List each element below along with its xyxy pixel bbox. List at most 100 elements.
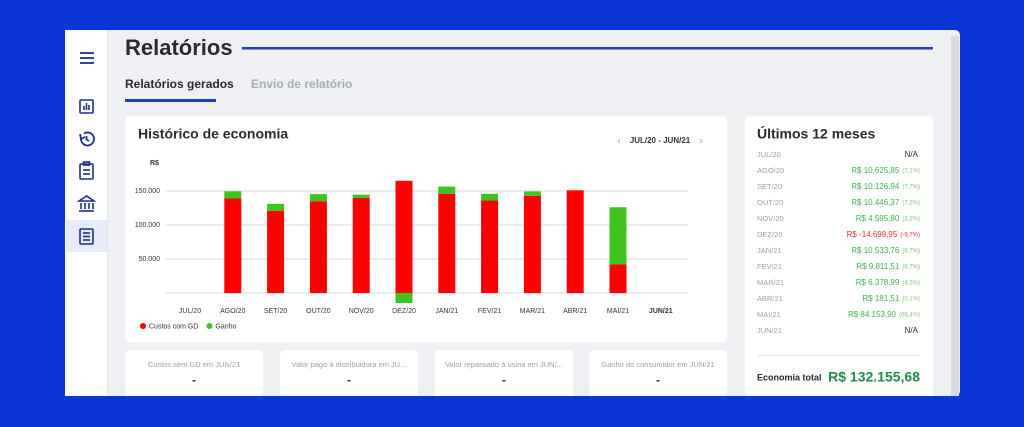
bar (309, 201, 327, 294)
stat-value: - (502, 373, 506, 387)
chart: 50.000 100.000 150.000 JUL/20 AGO/20 SET/20 OU… (135, 180, 687, 330)
bar (481, 200, 499, 294)
percent-label: (66,4%) (899, 313, 920, 319)
month-label: ABR/21 (757, 294, 783, 303)
x-tick-label: JUL/20 (179, 308, 201, 315)
bar (267, 210, 285, 294)
value-label: R$ -14.698,95 (847, 230, 898, 239)
percent-label: (7,7%) (902, 185, 920, 191)
value-label: N/A (905, 150, 919, 159)
bar (523, 191, 541, 196)
x-tick-label: SET/20 (264, 308, 287, 315)
period: JUL/20 - JUN/21 (630, 136, 691, 145)
stat-value: - (192, 373, 196, 387)
next-arrow[interactable]: › (699, 136, 702, 147)
stat-card (125, 350, 263, 410)
bar (523, 195, 541, 294)
page-title: Relatórios (125, 35, 233, 60)
bar (566, 190, 584, 294)
document-icon[interactable] (79, 228, 94, 245)
value-label: R$ 10.625,85 (851, 166, 900, 175)
x-tick-label: JUN/21 (649, 308, 673, 315)
stat-card (589, 350, 727, 410)
sidebar-border (107, 30, 108, 396)
x-tick-label: AGO/20 (220, 308, 245, 315)
month-label: MAR/21 (757, 278, 784, 287)
value-label: R$ 6.378,99 (856, 278, 900, 287)
value-label: R$ 181,51 (862, 294, 899, 303)
month-label: OUT/20 (757, 198, 783, 207)
y-unit: R$ (150, 160, 159, 167)
month-label: FEV/21 (757, 262, 782, 271)
stat-label: Custos sem GD em JUN/21 (148, 360, 241, 369)
stat-label: Valor repassado à usina em JUN/... (445, 360, 563, 369)
bar (609, 264, 627, 294)
stat-label: Ganho do consumidor em JUN/21 (601, 360, 714, 369)
month-label: AGO/20 (757, 166, 784, 175)
percent-label: (-9,7%) (900, 233, 920, 239)
bank-icon[interactable] (76, 195, 97, 212)
value-label: R$ 84.153,90 (848, 310, 897, 319)
legend-swatch (206, 323, 213, 329)
title-rule (242, 47, 933, 50)
tab[interactable]: Relatórios gerados (125, 77, 234, 91)
legend-swatch (140, 323, 146, 329)
value-label: R$ 10.126,94 (851, 182, 900, 191)
value-label: R$ 10.446,37 (851, 198, 900, 207)
bar (395, 180, 413, 294)
bar (267, 203, 285, 211)
x-tick-label: FEV/21 (478, 308, 501, 315)
percent-label: (7,2%) (902, 201, 920, 207)
reports-icon[interactable] (79, 99, 94, 114)
month-label: DEZ/20 (757, 230, 782, 239)
tab[interactable]: Envio de relatório (251, 77, 352, 91)
x-tick-label: MAR/21 (520, 308, 545, 315)
y-tick-label: 50.000 (139, 256, 161, 263)
value-label: N/A (905, 326, 919, 335)
bar (438, 186, 456, 194)
x-tick-label: JAN/21 (435, 308, 458, 315)
total-value: R$ 132.155,68 (828, 369, 920, 385)
bar (481, 193, 499, 201)
summary-divider (757, 355, 920, 356)
x-tick-label: ABR/21 (563, 308, 587, 315)
bar (438, 193, 456, 294)
month-label: JUN/21 (757, 326, 782, 335)
chart-title: Histórico de economia (138, 126, 288, 142)
stat-card (280, 350, 418, 410)
menu-icon[interactable] (80, 52, 94, 64)
bar (395, 293, 413, 304)
y-tick-label: 150.000 (135, 188, 160, 195)
x-tick-label: NOV/20 (349, 308, 374, 315)
chart-card (125, 116, 727, 342)
percent-label: (0,1%) (902, 297, 920, 303)
percent-label: (7,1%) (902, 169, 920, 175)
bar (224, 191, 242, 199)
tab-underline (125, 99, 216, 102)
x-tick-label: DEZ/20 (392, 308, 416, 315)
stat-value: - (656, 373, 660, 387)
background-bottom (0, 396, 1024, 427)
bar (224, 198, 242, 294)
stat-card (435, 350, 573, 410)
prev-arrow[interactable]: ‹ (617, 136, 620, 147)
x-tick-label: MAI/21 (607, 308, 629, 315)
month-label: JUL/20 (757, 150, 781, 159)
month-label: NOV/20 (757, 214, 784, 223)
summary-list: JUL/20 N/A AGO/20 (7,1%)R$ 10.625,85 SET/20 (… (757, 150, 920, 335)
bar (352, 194, 370, 198)
legend-label: Ganho (215, 323, 236, 330)
history-icon[interactable] (79, 131, 95, 147)
value-label: R$ 4.595,80 (856, 214, 900, 223)
summary-card (745, 116, 933, 406)
clipboard-icon[interactable] (79, 161, 94, 180)
x-tick-label: OUT/20 (306, 308, 331, 315)
bar (309, 194, 327, 202)
scrollbar[interactable] (951, 36, 959, 396)
percent-label: (3,2%) (902, 217, 920, 223)
value-label: R$ 9.811,51 (856, 262, 900, 271)
month-label: MAI/21 (757, 310, 781, 319)
sidebar (65, 30, 108, 396)
stat-label: Valor pago à distribuidora em JU... (292, 360, 407, 369)
